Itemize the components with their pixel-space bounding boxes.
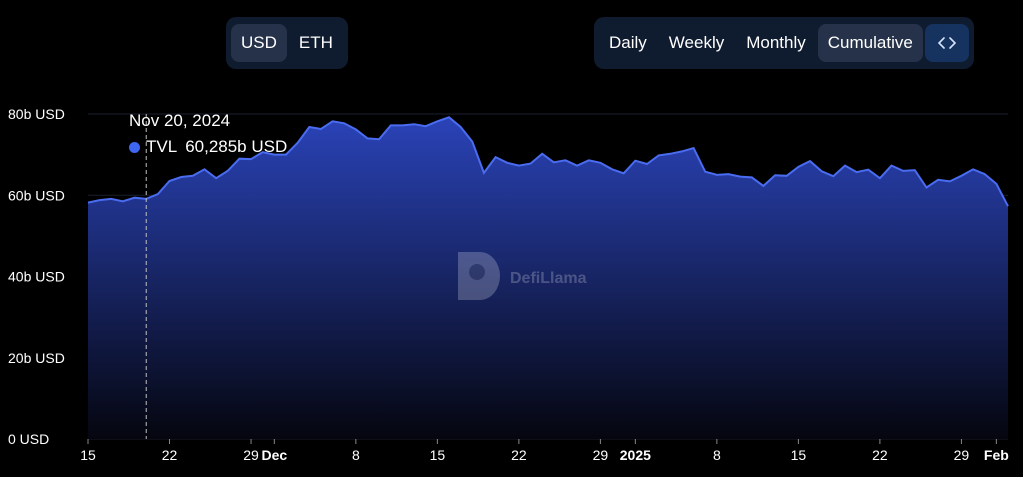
x-tick-label: 8	[352, 447, 360, 463]
x-tick-label: 22	[511, 447, 527, 463]
y-tick-label: 0 USD	[8, 431, 49, 447]
tvl-area	[88, 117, 1008, 440]
x-tick-label: 22	[872, 447, 888, 463]
period-cumulative-button[interactable]: Cumulative	[817, 24, 923, 62]
x-tick-label: 15	[430, 447, 446, 463]
x-tick-label: 29	[243, 447, 259, 463]
x-tick-label: 29	[954, 447, 970, 463]
period-toggle: Daily Weekly Monthly Cumulative	[594, 17, 974, 69]
currency-usd-button[interactable]: USD	[231, 24, 287, 62]
y-tick-label: 60b USD	[8, 187, 65, 203]
chart-tooltip: Nov 20, 2024 TVL 60,285b USD	[129, 111, 287, 157]
defillama-watermark: DefiLlama	[458, 252, 587, 300]
currency-eth-button[interactable]: ETH	[298, 33, 333, 52]
period-weekly-button[interactable]: Weekly	[668, 33, 725, 52]
code-brackets-icon	[937, 37, 956, 49]
tooltip-series-name: TVL	[146, 137, 178, 156]
tooltip-series-row: TVL 60,285b USD	[129, 137, 287, 157]
x-tick-label: 22	[162, 447, 178, 463]
y-tick-label: 80b USD	[8, 106, 65, 122]
tooltip-series-dot	[129, 141, 140, 153]
x-tick-label: Feb	[984, 447, 1009, 463]
x-tick-label: 2025	[620, 447, 651, 463]
x-tick-label: 15	[80, 447, 96, 463]
tooltip-date: Nov 20, 2024	[129, 111, 231, 130]
x-tick-label: Dec	[261, 447, 287, 463]
llama-logo-icon	[458, 252, 500, 300]
tvl-series-line	[87, 116, 1009, 207]
x-tick-label: 29	[593, 447, 609, 463]
x-tick-label: 15	[791, 447, 807, 463]
period-daily-button[interactable]: Daily	[609, 33, 647, 52]
period-monthly-button[interactable]: Monthly	[746, 33, 806, 52]
y-tick-label: 20b USD	[8, 350, 65, 366]
embed-button[interactable]	[924, 24, 969, 62]
y-tick-label: 40b USD	[8, 269, 65, 285]
currency-toggle: USD ETH	[226, 17, 348, 69]
tooltip-value: 60,285b USD	[185, 137, 288, 156]
watermark-text: DefiLlama	[510, 270, 587, 287]
x-tick-label: 8	[713, 447, 721, 463]
